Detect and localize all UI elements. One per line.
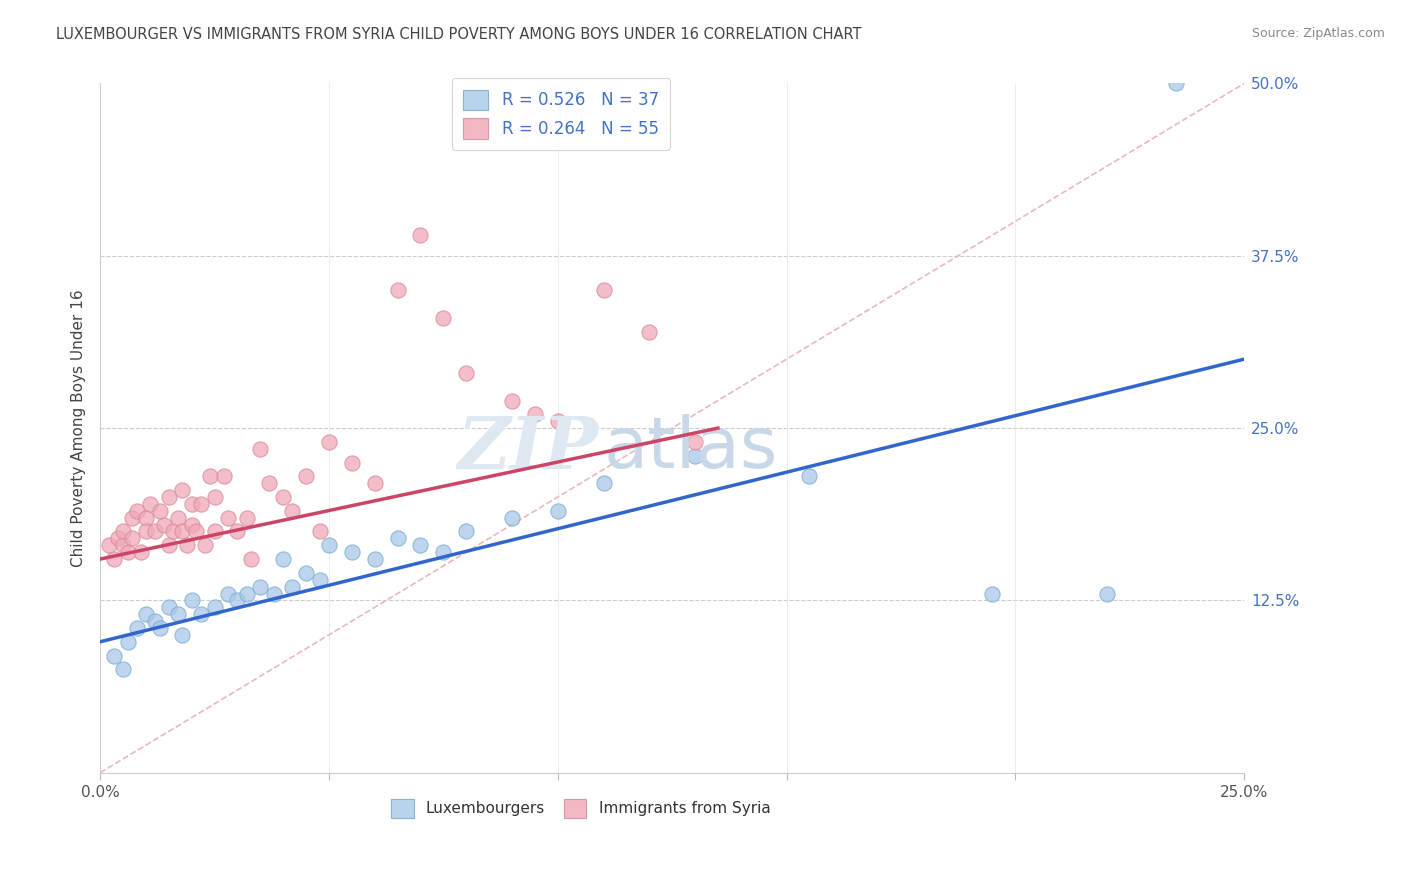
Point — [683, 434, 706, 449]
Point — [235, 510, 257, 524]
Point — [194, 538, 217, 552]
Point — [103, 648, 125, 663]
Point — [217, 586, 239, 600]
Point — [190, 497, 212, 511]
Point — [143, 614, 166, 628]
Point — [143, 524, 166, 539]
Point — [432, 545, 454, 559]
Point — [167, 510, 190, 524]
Point — [226, 593, 249, 607]
Point — [226, 524, 249, 539]
Point — [180, 593, 202, 607]
Point — [799, 469, 821, 483]
Point — [172, 483, 194, 497]
Point — [295, 566, 318, 580]
Point — [271, 490, 294, 504]
Point — [523, 407, 546, 421]
Point — [139, 497, 162, 511]
Point — [281, 504, 304, 518]
Point — [117, 545, 139, 559]
Point — [683, 449, 706, 463]
Point — [111, 662, 134, 676]
Point — [259, 476, 281, 491]
Point — [308, 524, 330, 539]
Point — [363, 476, 385, 491]
Point — [111, 538, 134, 552]
Point — [501, 393, 523, 408]
Point — [135, 510, 157, 524]
Point — [547, 414, 569, 428]
Point — [281, 580, 304, 594]
Point — [318, 434, 340, 449]
Point — [501, 510, 523, 524]
Point — [98, 538, 121, 552]
Text: atlas: atlas — [603, 414, 778, 483]
Point — [271, 552, 294, 566]
Point — [186, 524, 208, 539]
Point — [547, 504, 569, 518]
Point — [249, 442, 271, 456]
Point — [172, 524, 194, 539]
Point — [180, 497, 202, 511]
Point — [121, 532, 143, 546]
Point — [212, 469, 235, 483]
Point — [217, 510, 239, 524]
Point — [125, 504, 148, 518]
Y-axis label: Child Poverty Among Boys Under 16: Child Poverty Among Boys Under 16 — [72, 289, 86, 567]
Point — [180, 517, 202, 532]
Point — [149, 504, 172, 518]
Point — [1164, 77, 1187, 91]
Point — [131, 545, 153, 559]
Point — [135, 607, 157, 622]
Point — [409, 228, 432, 243]
Point — [387, 283, 409, 297]
Point — [263, 586, 285, 600]
Point — [121, 510, 143, 524]
Point — [176, 538, 198, 552]
Text: Source: ZipAtlas.com: Source: ZipAtlas.com — [1251, 27, 1385, 40]
Legend: Luxembourgers, Immigrants from Syria: Luxembourgers, Immigrants from Syria — [385, 793, 776, 823]
Point — [149, 621, 172, 635]
Point — [638, 325, 661, 339]
Point — [198, 469, 221, 483]
Point — [153, 517, 176, 532]
Point — [103, 552, 125, 566]
Point — [432, 310, 454, 325]
Point — [363, 552, 385, 566]
Point — [204, 600, 226, 615]
Point — [204, 524, 226, 539]
Point — [157, 538, 180, 552]
Point — [592, 283, 614, 297]
Point — [157, 600, 180, 615]
Point — [249, 580, 271, 594]
Point — [456, 366, 478, 380]
Point — [295, 469, 318, 483]
Point — [167, 607, 190, 622]
Point — [409, 538, 432, 552]
Point — [107, 532, 129, 546]
Point — [111, 524, 134, 539]
Point — [162, 524, 184, 539]
Point — [318, 538, 340, 552]
Point — [204, 490, 226, 504]
Point — [387, 532, 409, 546]
Point — [1095, 586, 1118, 600]
Text: LUXEMBOURGER VS IMMIGRANTS FROM SYRIA CHILD POVERTY AMONG BOYS UNDER 16 CORRELAT: LUXEMBOURGER VS IMMIGRANTS FROM SYRIA CH… — [56, 27, 862, 42]
Point — [117, 634, 139, 648]
Text: ZIP: ZIP — [457, 413, 598, 484]
Point — [340, 456, 363, 470]
Point — [190, 607, 212, 622]
Point — [240, 552, 263, 566]
Point — [308, 573, 330, 587]
Point — [157, 490, 180, 504]
Point — [981, 586, 1004, 600]
Point — [456, 524, 478, 539]
Point — [340, 545, 363, 559]
Point — [135, 524, 157, 539]
Point — [125, 621, 148, 635]
Point — [235, 586, 257, 600]
Point — [172, 628, 194, 642]
Point — [592, 476, 614, 491]
